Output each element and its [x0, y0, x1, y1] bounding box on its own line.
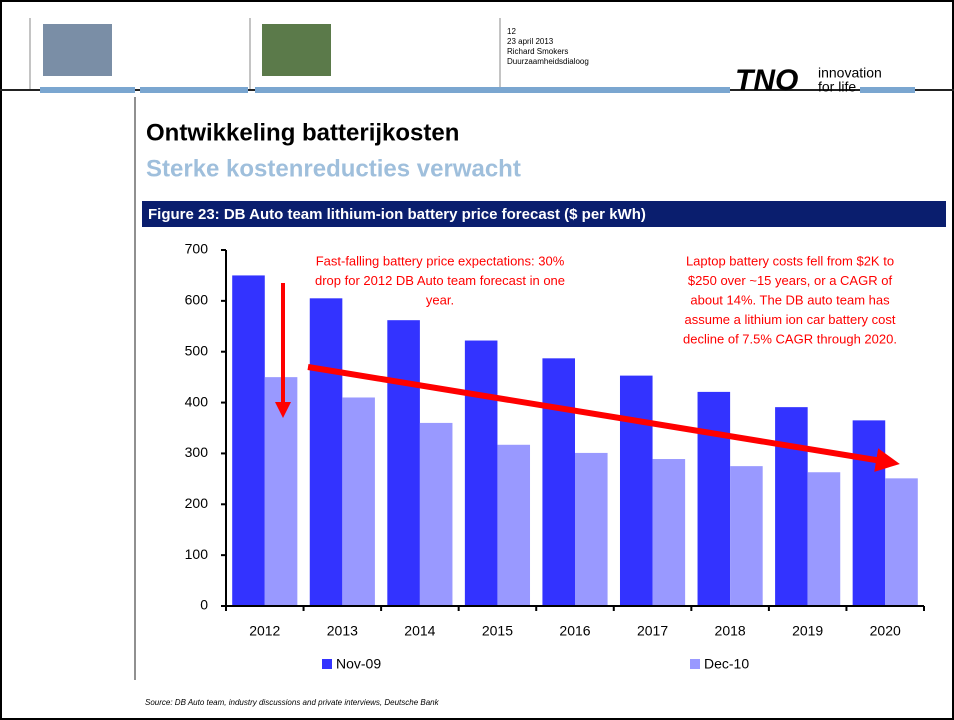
x-tick-label: 2019: [792, 623, 823, 639]
header-rule-accent: [860, 87, 915, 93]
annotation: Laptop battery costs fell from $2K to: [686, 253, 894, 268]
source: Source: DB Auto team, industry discussio…: [145, 698, 440, 707]
bar: [575, 453, 608, 606]
y-tick-label: 400: [185, 393, 209, 409]
bar: [853, 420, 886, 606]
slide: 12 23 april 2013 Richard Smokers Duurzaa…: [0, 0, 954, 720]
slide-title: Ontwikkeling batterijkosten: [146, 119, 459, 146]
header-rule-accent: [140, 87, 248, 93]
slide-subtitle: Sterke kostenreducties verwacht: [146, 155, 521, 182]
x-tick-label: 2012: [249, 623, 280, 639]
annotation: Fast-falling battery price expectations:…: [316, 253, 565, 268]
bar: [265, 377, 298, 606]
header-image-map: [262, 24, 331, 76]
x-tick-label: 2015: [482, 623, 513, 639]
y-tick-label: 100: [185, 546, 209, 562]
bar: [542, 358, 575, 606]
legend-label: Dec-10: [704, 656, 749, 672]
bar: [310, 298, 343, 606]
bar: [497, 445, 530, 606]
header-image-car: [43, 24, 112, 76]
date: 23 april 2013: [507, 37, 554, 46]
bar: [730, 466, 763, 606]
y-tick-label: 0: [200, 597, 208, 613]
bar: [775, 407, 808, 606]
y-tick-label: 200: [185, 495, 209, 511]
annotation: decline of 7.5% CAGR through 2020.: [683, 331, 897, 346]
y-tick-label: 600: [185, 292, 209, 308]
x-tick-label: 2014: [404, 623, 435, 639]
bar: [465, 341, 498, 606]
logo-tagline: for life: [818, 79, 856, 95]
legend-label: Nov-09: [336, 656, 381, 672]
y-tick-label: 300: [185, 444, 209, 460]
y-tick-label: 700: [185, 241, 209, 257]
page-number: 12: [507, 27, 516, 36]
annotation: drop for 2012 DB Auto team forecast in o…: [315, 273, 565, 288]
bar: [808, 472, 841, 606]
x-tick-label: 2016: [559, 623, 590, 639]
x-tick-label: 2013: [327, 623, 358, 639]
annotation: year.: [426, 292, 454, 307]
bar: [232, 275, 265, 606]
bar: [620, 376, 653, 606]
bar: [698, 392, 731, 606]
chart-title: Figure 23: DB Auto team lithium-ion batt…: [148, 206, 646, 223]
legend-swatch: [322, 659, 332, 669]
bar: [653, 459, 686, 606]
x-tick-label: 2020: [870, 623, 901, 639]
annotation: about 14%. The DB auto team has: [690, 292, 890, 307]
event: Duurzaamheidsdialoog: [507, 57, 589, 66]
bar: [420, 423, 453, 606]
bar: [885, 478, 918, 606]
bar: [342, 397, 375, 606]
annotation: $250 over ~15 years, or a CAGR of: [688, 273, 893, 288]
header-rule-accent: [40, 87, 135, 93]
x-tick-label: 2017: [637, 623, 668, 639]
header-rule-accent: [255, 87, 730, 93]
logo: TNO: [735, 64, 798, 97]
x-tick-label: 2018: [715, 623, 746, 639]
legend-swatch: [690, 659, 700, 669]
author: Richard Smokers: [507, 47, 568, 56]
bar: [387, 320, 420, 606]
annotation: assume a lithium ion car battery cost: [685, 312, 896, 327]
y-tick-label: 500: [185, 342, 209, 358]
